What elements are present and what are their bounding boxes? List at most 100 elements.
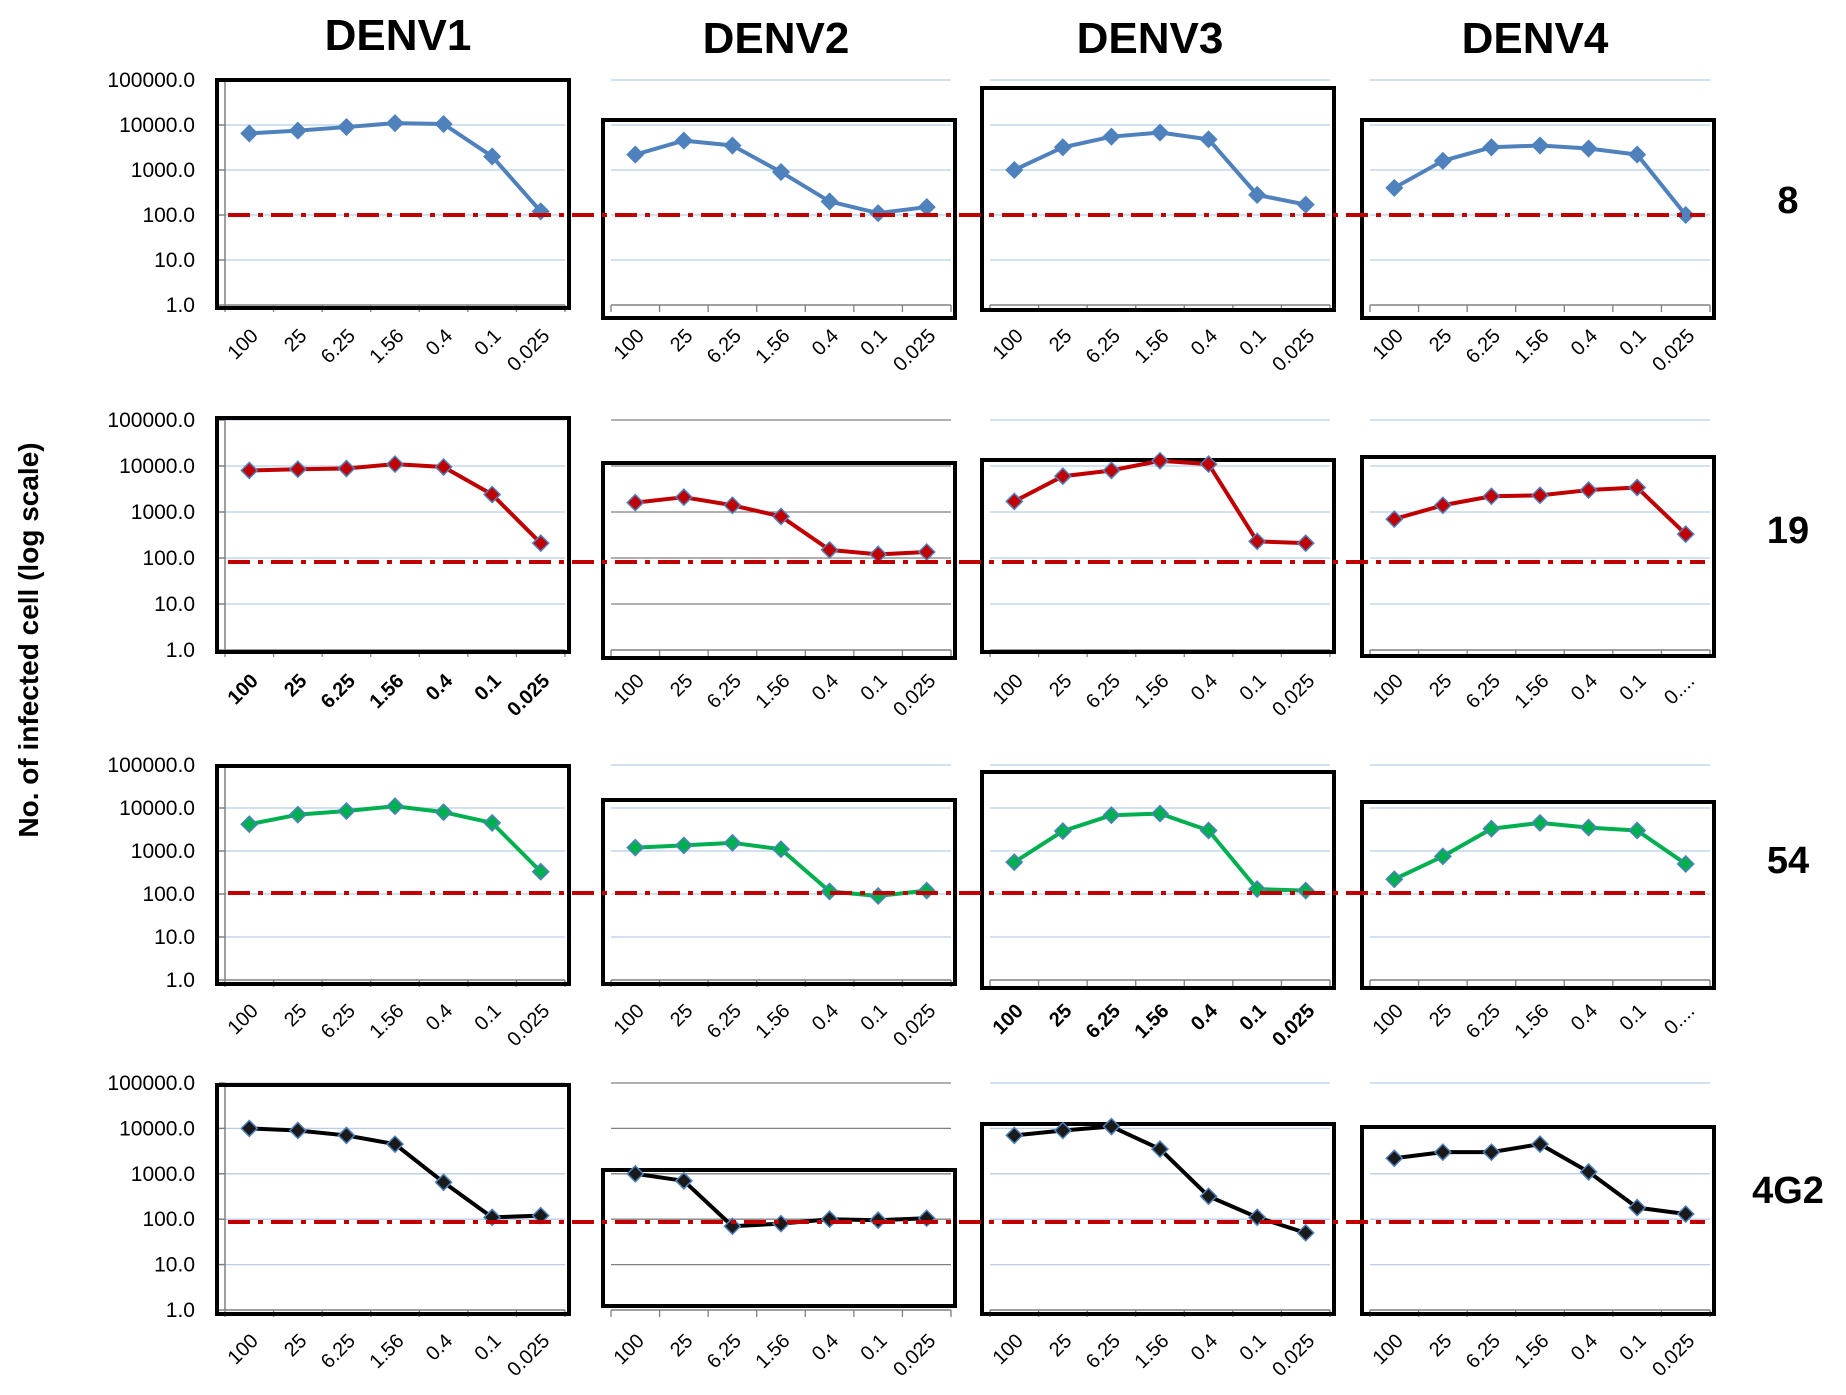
x-tick-label: 0.025 [1268, 670, 1319, 721]
panel-frame [1360, 455, 1716, 658]
x-tick-label: 25 [1045, 325, 1076, 356]
data-point-marker [240, 815, 259, 834]
data-point-marker [1433, 847, 1452, 866]
data-point-marker [1150, 123, 1170, 142]
data-point-marker [1530, 1135, 1550, 1154]
data-point-marker [1199, 1187, 1218, 1206]
data-point-marker [1150, 1140, 1170, 1159]
x-tick-label: 0.1 [1615, 1330, 1650, 1365]
row-label-4g2: 4G2 [1752, 1170, 1824, 1212]
y-tick-label: 100000.0 [107, 1072, 195, 1095]
data-point-marker [1579, 818, 1598, 837]
panel-54-denv1: 1.0 10.0 100.0 1000.0 10000.0 100000.0 100 25 6.… [107, 754, 571, 1051]
panel-19-denv1: 1.0 10.0 100.0 1000.0 10000.0 100000.0 100 25 6.… [107, 409, 571, 721]
data-point-marker [385, 455, 405, 474]
data-point-marker [1385, 1149, 1404, 1168]
x-tick-label: 0.025 [1268, 1000, 1319, 1051]
x-tick-label: 0.4 [1567, 1000, 1602, 1035]
x-tick-label: 25 [666, 670, 697, 701]
column-header-denv1: DENV1 [325, 11, 472, 60]
x-tick-label: 25 [1045, 1000, 1076, 1031]
data-point-marker [1579, 1162, 1598, 1181]
x-tick-label: 1.56 [1130, 1000, 1173, 1043]
x-tick-label: 25 [280, 325, 311, 356]
data-point-marker [771, 162, 791, 182]
x-tick-label: 0.025 [889, 670, 940, 721]
data-point-marker [674, 131, 693, 150]
x-tick-label: 100 [989, 1330, 1028, 1369]
x-tick-label: 0.1 [1235, 1330, 1270, 1365]
y-tick-label: 1.0 [166, 1299, 195, 1322]
x-tick-label: 0.4 [808, 325, 843, 360]
x-tick-label: 0.1 [1235, 1000, 1270, 1035]
panel-frame [980, 86, 1336, 312]
data-point-marker [1005, 492, 1024, 511]
data-point-marker [723, 1217, 742, 1236]
x-tick-label: 0.1 [1235, 325, 1270, 360]
x-tick-label: 6.25 [703, 670, 746, 713]
y-tick-label: 1.0 [166, 969, 195, 992]
data-point-marker [1628, 478, 1647, 497]
y-tick-label: 100000.0 [107, 754, 195, 777]
y-axis-label: No. of infected cell (log scale) [13, 442, 44, 837]
x-tick-label: 0.4 [1567, 325, 1602, 360]
data-point-marker [1296, 1223, 1315, 1242]
column-headers: DENV1 DENV2 DENV3 DENV4 [325, 11, 1609, 63]
x-tick-label: 0.025 [889, 1330, 940, 1381]
data-point-marker [1053, 1121, 1072, 1140]
x-tick-label: 100 [610, 1000, 649, 1039]
x-tick-label: 0.025 [889, 325, 940, 376]
y-tick-label: 1.0 [166, 639, 195, 662]
x-tick-label: 0.4 [1187, 670, 1222, 705]
data-point-marker [385, 1135, 405, 1154]
data-point-marker [288, 460, 307, 479]
y-tick-label: 100.0 [142, 883, 195, 906]
y-tick-label: 1000.0 [131, 1163, 195, 1186]
data-point-marker [1199, 455, 1218, 474]
x-tick-label: 100 [989, 1000, 1028, 1039]
x-tick-label: 6.25 [1082, 325, 1125, 368]
x-tick-label: 100 [610, 1330, 649, 1369]
series-line [249, 121, 543, 213]
panel-4g2-denv1: 1.0 10.0 100.0 1000.0 10000.0 100000.0 100 25 6.… [107, 1072, 571, 1381]
data-point-marker [626, 493, 645, 512]
y-tick-label: 10000.0 [119, 455, 195, 478]
y-tick-label: 1000.0 [131, 501, 195, 524]
data-point-marker [337, 117, 356, 137]
panel-19-denv2: 100 25 6.25 1.56 0.4 0.10.025 [601, 419, 957, 721]
panel-frame [215, 1083, 571, 1316]
data-point-marker [1053, 467, 1072, 486]
y-tick-label: 10.0 [154, 593, 195, 616]
data-point-marker [1296, 195, 1315, 214]
data-point-marker [1676, 1204, 1695, 1224]
x-tick-label: 1.56 [751, 325, 794, 368]
panel-4g2-denv4: 100 25 6.25 1.56 0.4 0.10.025 [1360, 1082, 1716, 1381]
x-tick-label: 0.025 [503, 1330, 554, 1381]
data-point-marker [1676, 205, 1695, 225]
y-tick-label: 100.0 [142, 204, 195, 227]
x-tick-label: 25 [1425, 1000, 1456, 1031]
panel-19-denv4: 100 25 6.25 1.56 0.4 0.1 0.... [1360, 419, 1716, 713]
x-tick-label: 0.025 [1648, 1330, 1699, 1381]
data-point-marker [1385, 178, 1404, 197]
data-point-marker [483, 813, 502, 832]
x-tick-label: 0.4 [808, 1000, 843, 1035]
x-tick-label: 1.56 [1130, 325, 1173, 368]
panel-8-denv3: 100 25 6.25 1.56 0.4 0.10.025 [980, 79, 1336, 376]
data-point-marker [1433, 1143, 1452, 1162]
x-tick-label: 0.4 [1567, 1330, 1602, 1365]
data-point-marker [1053, 822, 1072, 841]
x-tick-label: 1.56 [365, 670, 408, 713]
data-point-marker [240, 461, 259, 480]
x-tick-label: 1.56 [1510, 1000, 1553, 1043]
x-tick-label: 0.4 [422, 669, 458, 705]
data-point-marker [288, 805, 307, 824]
x-tick-label: 1.56 [365, 325, 408, 368]
data-point-marker [1102, 1117, 1121, 1136]
data-point-marker [917, 881, 936, 900]
x-tick-label: 6.25 [1462, 1000, 1505, 1043]
x-tick-label: 0.1 [856, 1330, 891, 1365]
x-tick-label: 25 [666, 325, 697, 356]
data-point-marker [771, 840, 791, 859]
